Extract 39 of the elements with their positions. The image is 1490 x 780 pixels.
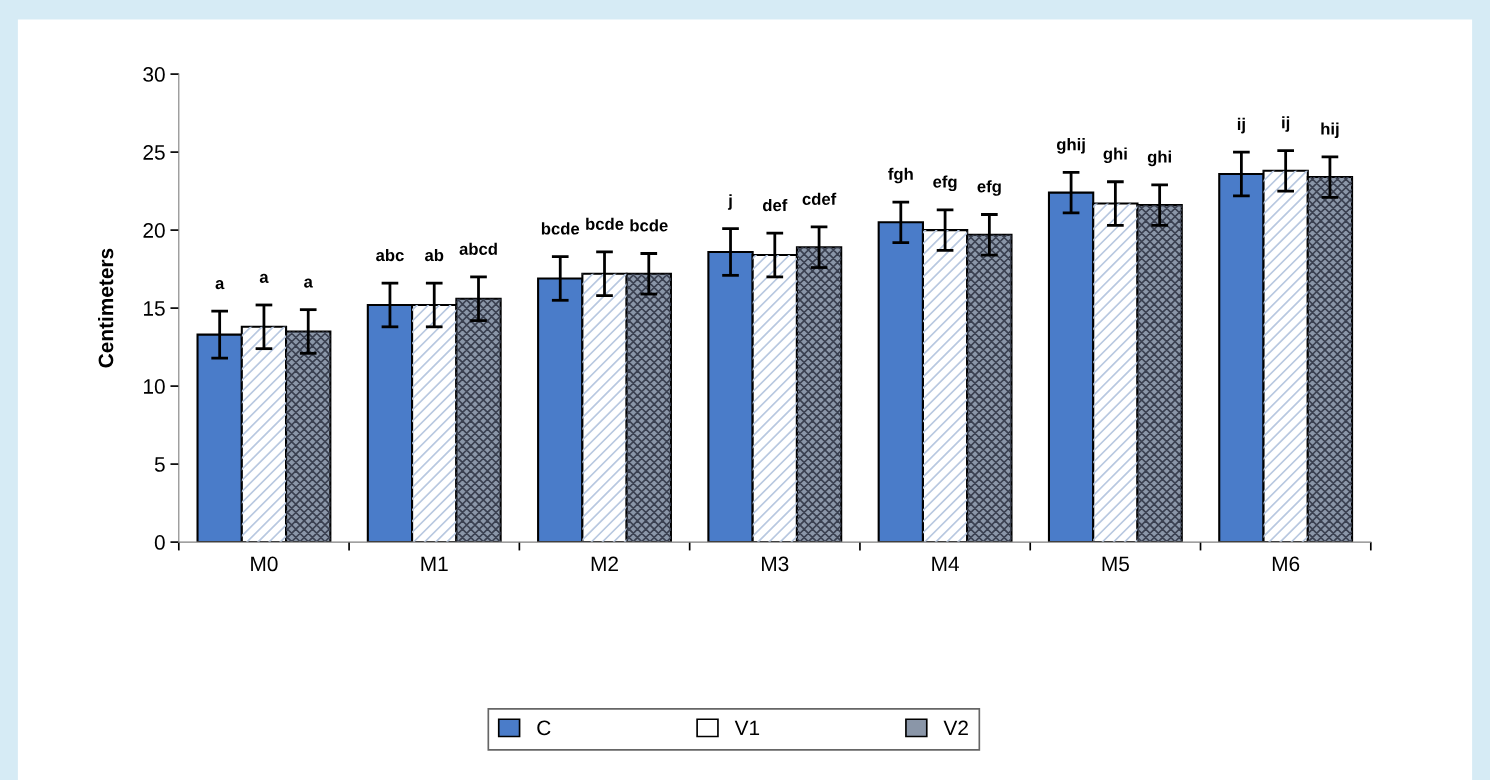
y-tick-label: 5 — [154, 457, 165, 472]
legend-label: C — [537, 720, 551, 736]
data-label: ghi — [1103, 147, 1127, 164]
data-label: bcde — [586, 217, 624, 230]
x-tick-label: M4 — [932, 556, 959, 572]
y-tick-label: 10 — [144, 379, 165, 394]
data-label: ij — [1237, 117, 1245, 134]
data-label: ghij — [1056, 138, 1085, 154]
x-tick-label: M1 — [421, 556, 448, 572]
data-label: efg — [977, 180, 1001, 196]
x-tick-label: M2 — [591, 556, 618, 572]
y-axis-title: Centimeters — [98, 248, 114, 368]
legend-label: V1 — [734, 720, 760, 736]
y-tick-label: 15 — [144, 301, 165, 316]
data-label: abcd — [459, 242, 497, 255]
legend-label: V2 — [943, 720, 968, 736]
data-label: ghi — [1147, 150, 1171, 167]
y-tick-label: 20 — [143, 223, 165, 238]
data-label: fgh — [888, 167, 913, 184]
data-label: abc — [376, 248, 404, 262]
y-tick-label: 30 — [143, 67, 165, 82]
data-label: a — [304, 278, 313, 288]
data-label: j — [727, 194, 732, 210]
data-label: ij — [1282, 116, 1290, 132]
data-label: a — [215, 280, 225, 290]
data-label: hij — [1321, 122, 1339, 139]
x-tick-label: M3 — [762, 556, 789, 572]
y-tick-label: 25 — [143, 145, 165, 160]
data-label: bcde — [541, 222, 580, 235]
data-label: efg — [933, 175, 957, 192]
x-tick-label: M0 — [251, 556, 278, 572]
x-tick-label: M5 — [1102, 556, 1129, 572]
data-label: cdef — [802, 192, 837, 205]
data-label: bcde — [630, 219, 668, 232]
y-tick-label: 0 — [154, 535, 165, 550]
data-label: a — [259, 273, 269, 283]
x-tick-label: M6 — [1272, 556, 1300, 572]
data-label: def — [762, 198, 788, 212]
data-label: ab — [424, 248, 444, 262]
